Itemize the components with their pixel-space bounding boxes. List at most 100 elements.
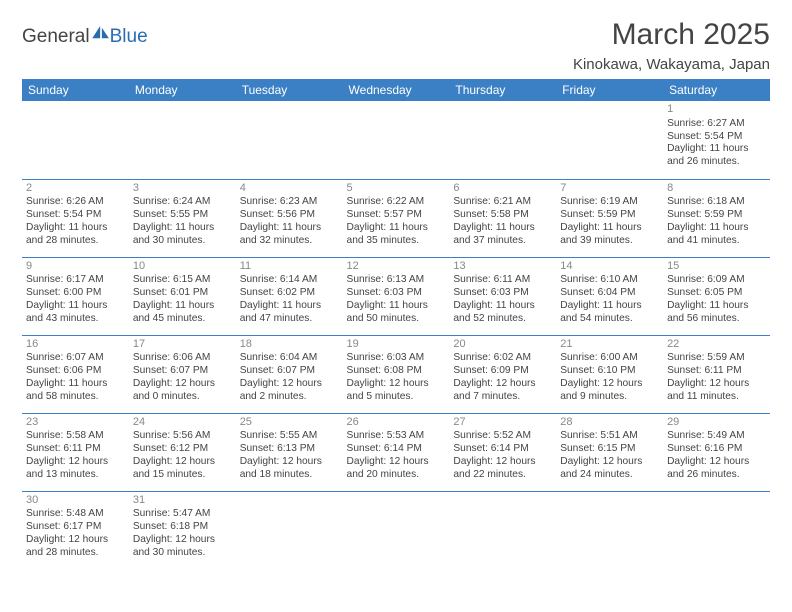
sunset-line: Sunset: 6:09 PM — [453, 365, 552, 378]
daylight-line: Daylight: 12 hours and 11 minutes. — [667, 378, 766, 404]
sunset-line: Sunset: 6:14 PM — [347, 443, 446, 456]
day-number: 6 — [453, 182, 552, 196]
calendar-day-cell: 7Sunrise: 6:19 AMSunset: 5:59 PMDaylight… — [556, 179, 663, 257]
day-number: 13 — [453, 260, 552, 274]
calendar-empty-cell — [343, 101, 450, 179]
logo-text-general: General — [22, 26, 90, 48]
calendar-day-cell: 27Sunrise: 5:52 AMSunset: 6:14 PMDayligh… — [449, 413, 556, 491]
sunset-line: Sunset: 6:16 PM — [667, 443, 766, 456]
sunrise-line: Sunrise: 6:04 AM — [240, 352, 339, 365]
sunrise-line: Sunrise: 6:07 AM — [26, 352, 125, 365]
day-number: 8 — [667, 182, 766, 196]
sunrise-line: Sunrise: 6:13 AM — [347, 274, 446, 287]
calendar-empty-cell — [449, 101, 556, 179]
day-number: 16 — [26, 338, 125, 352]
calendar-row: 23Sunrise: 5:58 AMSunset: 6:11 PMDayligh… — [22, 413, 770, 491]
calendar-empty-cell — [556, 491, 663, 569]
day-number: 5 — [347, 182, 446, 196]
sunset-line: Sunset: 6:11 PM — [26, 443, 125, 456]
daylight-line: Daylight: 12 hours and 24 minutes. — [560, 456, 659, 482]
day-number: 7 — [560, 182, 659, 196]
day-number: 25 — [240, 416, 339, 430]
day-number: 14 — [560, 260, 659, 274]
logo-sail-icon — [92, 26, 110, 40]
daylight-line: Daylight: 12 hours and 22 minutes. — [453, 456, 552, 482]
calendar-day-cell: 16Sunrise: 6:07 AMSunset: 6:06 PMDayligh… — [22, 335, 129, 413]
day-number: 15 — [667, 260, 766, 274]
sunrise-line: Sunrise: 5:55 AM — [240, 430, 339, 443]
sunset-line: Sunset: 6:15 PM — [560, 443, 659, 456]
day-number: 18 — [240, 338, 339, 352]
sunrise-line: Sunrise: 5:51 AM — [560, 430, 659, 443]
calendar-day-cell: 11Sunrise: 6:14 AMSunset: 6:02 PMDayligh… — [236, 257, 343, 335]
day-number: 30 — [26, 494, 125, 508]
weekday-header: Thursday — [449, 79, 556, 101]
day-number: 29 — [667, 416, 766, 430]
sunset-line: Sunset: 6:11 PM — [667, 365, 766, 378]
calendar-body: 1Sunrise: 6:27 AMSunset: 5:54 PMDaylight… — [22, 101, 770, 569]
calendar-day-cell: 23Sunrise: 5:58 AMSunset: 6:11 PMDayligh… — [22, 413, 129, 491]
calendar-day-cell: 22Sunrise: 5:59 AMSunset: 6:11 PMDayligh… — [663, 335, 770, 413]
daylight-line: Daylight: 12 hours and 2 minutes. — [240, 378, 339, 404]
sunset-line: Sunset: 6:07 PM — [240, 365, 339, 378]
weekday-header: Friday — [556, 79, 663, 101]
sunset-line: Sunset: 6:00 PM — [26, 287, 125, 300]
sunrise-line: Sunrise: 6:11 AM — [453, 274, 552, 287]
calendar-day-cell: 25Sunrise: 5:55 AMSunset: 6:13 PMDayligh… — [236, 413, 343, 491]
location-text: Kinokawa, Wakayama, Japan — [573, 56, 770, 73]
calendar-empty-cell — [236, 491, 343, 569]
sunrise-line: Sunrise: 6:14 AM — [240, 274, 339, 287]
day-number: 27 — [453, 416, 552, 430]
calendar-day-cell: 2Sunrise: 6:26 AMSunset: 5:54 PMDaylight… — [22, 179, 129, 257]
sunrise-line: Sunrise: 5:52 AM — [453, 430, 552, 443]
sunrise-line: Sunrise: 5:53 AM — [347, 430, 446, 443]
sunrise-line: Sunrise: 5:58 AM — [26, 430, 125, 443]
calendar-day-cell: 21Sunrise: 6:00 AMSunset: 6:10 PMDayligh… — [556, 335, 663, 413]
daylight-line: Daylight: 12 hours and 28 minutes. — [26, 534, 125, 560]
day-number: 26 — [347, 416, 446, 430]
daylight-line: Daylight: 11 hours and 45 minutes. — [133, 300, 232, 326]
weekday-header: Wednesday — [343, 79, 450, 101]
weekday-header: Monday — [129, 79, 236, 101]
sunrise-line: Sunrise: 6:10 AM — [560, 274, 659, 287]
sunrise-line: Sunrise: 6:00 AM — [560, 352, 659, 365]
calendar-empty-cell — [22, 101, 129, 179]
sunset-line: Sunset: 6:13 PM — [240, 443, 339, 456]
calendar-row: 16Sunrise: 6:07 AMSunset: 6:06 PM Dayligh… — [22, 335, 770, 413]
calendar-day-cell: 5Sunrise: 6:22 AMSunset: 5:57 PMDaylight… — [343, 179, 450, 257]
calendar-day-cell: 28Sunrise: 5:51 AMSunset: 6:15 PMDayligh… — [556, 413, 663, 491]
daylight-line: Daylight: 12 hours and 7 minutes. — [453, 378, 552, 404]
title-block: March 2025 Kinokawa, Wakayama, Japan — [573, 18, 770, 73]
sunset-line: Sunset: 6:06 PM — [26, 365, 125, 378]
daylight-line: Daylight: 12 hours and 15 minutes. — [133, 456, 232, 482]
calendar-day-cell: 24Sunrise: 5:56 AMSunset: 6:12 PMDayligh… — [129, 413, 236, 491]
daylight-line: Daylight: 11 hours and 52 minutes. — [453, 300, 552, 326]
sunset-line: Sunset: 6:18 PM — [133, 521, 232, 534]
sunset-line: Sunset: 6:08 PM — [347, 365, 446, 378]
daylight-line: Daylight: 11 hours and 35 minutes. — [347, 222, 446, 248]
sunrise-line: Sunrise: 6:22 AM — [347, 196, 446, 209]
sunset-line: Sunset: 5:58 PM — [453, 209, 552, 222]
daylight-line: Daylight: 12 hours and 26 minutes. — [667, 456, 766, 482]
sunrise-line: Sunrise: 5:49 AM — [667, 430, 766, 443]
calendar-day-cell: 30Sunrise: 5:48 AMSunset: 6:17 PMDayligh… — [22, 491, 129, 569]
sunrise-line: Sunrise: 6:18 AM — [667, 196, 766, 209]
sunset-line: Sunset: 6:05 PM — [667, 287, 766, 300]
calendar-day-cell: 19Sunrise: 6:03 AMSunset: 6:08 PMDayligh… — [343, 335, 450, 413]
logo: General Blue — [22, 18, 148, 48]
calendar-day-cell: 12Sunrise: 6:13 AMSunset: 6:03 PMDayligh… — [343, 257, 450, 335]
sunrise-line: Sunrise: 6:26 AM — [26, 196, 125, 209]
daylight-line: Daylight: 12 hours and 20 minutes. — [347, 456, 446, 482]
sunset-line: Sunset: 6:10 PM — [560, 365, 659, 378]
calendar-day-cell: 8Sunrise: 6:18 AMSunset: 5:59 PMDaylight… — [663, 179, 770, 257]
sunrise-line: Sunrise: 5:56 AM — [133, 430, 232, 443]
day-number: 10 — [133, 260, 232, 274]
daylight-line: Daylight: 11 hours and 37 minutes. — [453, 222, 552, 248]
daylight-line: Daylight: 12 hours and 18 minutes. — [240, 456, 339, 482]
daylight-line: Daylight: 11 hours and 39 minutes. — [560, 222, 659, 248]
sunset-line: Sunset: 5:59 PM — [560, 209, 659, 222]
calendar-day-cell: 4Sunrise: 6:23 AMSunset: 5:56 PMDaylight… — [236, 179, 343, 257]
sunrise-line: Sunrise: 6:19 AM — [560, 196, 659, 209]
header: General Blue March 2025 Kinokawa, Wakaya… — [22, 18, 770, 73]
calendar-day-cell: 29Sunrise: 5:49 AMSunset: 6:16 PMDayligh… — [663, 413, 770, 491]
